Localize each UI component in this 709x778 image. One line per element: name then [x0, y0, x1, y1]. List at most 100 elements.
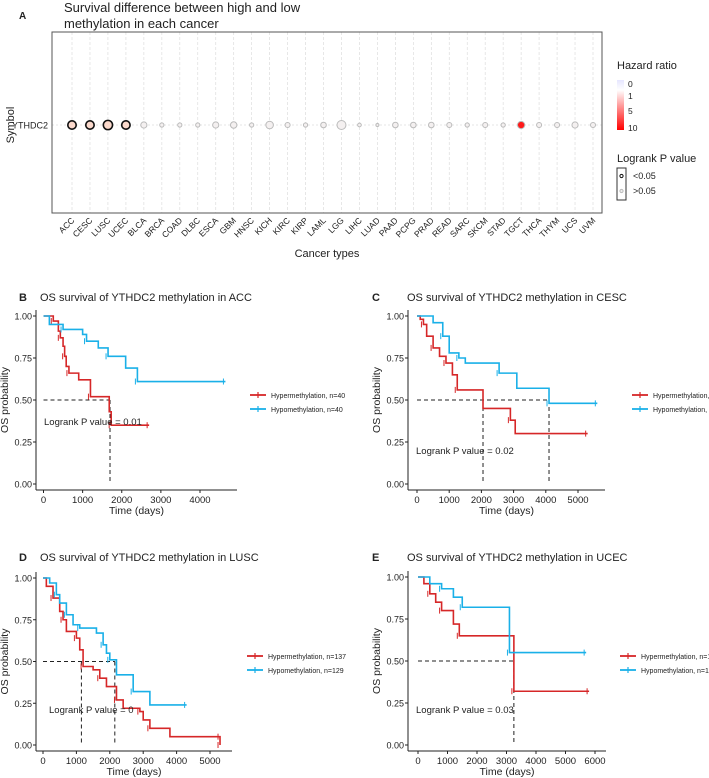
legend-label: Hypomethylation, n=40 — [271, 407, 343, 414]
y-tick-label: 0.75 — [14, 615, 32, 625]
survival-curve-hyper — [417, 315, 588, 435]
y-tick-label: 0.50 — [14, 396, 32, 406]
y-tick-label: 0.25 — [386, 438, 404, 448]
x-tick-label: LGG — [326, 215, 346, 235]
data-point-tgct — [516, 120, 526, 130]
y-tick-label: 1.00 — [386, 312, 404, 322]
x-tick-label: COAD — [160, 215, 184, 239]
data-point-lusc — [102, 119, 114, 131]
data-point-esca — [212, 121, 220, 129]
data-point-dlbc — [195, 122, 201, 128]
data-point-paad — [392, 121, 399, 129]
data-point-kirc — [284, 121, 291, 129]
x-tick-label: 1000 — [437, 756, 458, 767]
data-point-thca — [536, 121, 543, 129]
y-tick-label: 0.75 — [386, 615, 404, 625]
x-tick-label: 3000 — [150, 495, 171, 506]
logrank-annotation: Logrank P value = 0.03 — [416, 705, 514, 716]
x-axis-label: Time (days) — [106, 766, 161, 778]
x-tick-label: 0 — [40, 756, 45, 767]
data-point-laml — [320, 121, 327, 129]
data-point-hnsc — [249, 122, 255, 128]
y-tick-label: 0.50 — [14, 657, 32, 667]
legend-label: Hypomethylation, n=191 — [641, 668, 709, 675]
y-tick-label: 0.00 — [14, 741, 32, 751]
data-point-ucec — [120, 120, 131, 131]
x-tick-label: ESCA — [197, 215, 221, 239]
y-tick-label: 0.00 — [386, 741, 404, 751]
x-tick-label: 3000 — [503, 495, 524, 506]
x-tick-label: 4000 — [525, 756, 546, 767]
y-tick-label: 0.75 — [14, 354, 32, 364]
y-axis-label: OS probability — [371, 627, 383, 694]
y-tick-label: 0.00 — [386, 480, 404, 490]
x-tick-label: 2000 — [111, 495, 132, 506]
x-tick-label: UCEC — [106, 215, 130, 239]
x-axis-label: Time (days) — [109, 505, 164, 517]
survival-curve-hypo — [418, 576, 587, 654]
data-point-blca — [140, 121, 148, 129]
color-bar-tick: 10 — [628, 123, 638, 133]
x-tick-label: 2000 — [466, 756, 487, 767]
y-tick-label: 0.50 — [386, 396, 404, 406]
y-axis-label: Symbol — [5, 107, 17, 144]
chart-title: OS survival of YTHDC2 methylation in ACC — [40, 292, 252, 304]
x-tick-label: TGCT — [502, 215, 525, 238]
data-point-lgg — [336, 120, 347, 130]
panel-label: C — [372, 292, 380, 304]
legend-label: Hypomethylation, n=129 — [268, 668, 344, 675]
data-point-brca — [159, 122, 165, 128]
x-axis-label: Time (days) — [479, 766, 534, 778]
data-point-lihc — [357, 122, 362, 128]
chart-title: OS survival of YTHDC2 methylation in CES… — [407, 292, 627, 304]
y-tick-label: 1.00 — [14, 312, 32, 322]
plot-border — [51, 31, 603, 214]
legend-label: >0.05 — [633, 186, 656, 196]
x-tick-label: 3000 — [496, 756, 517, 767]
panel-label: D — [19, 552, 27, 564]
x-tick-label: 6000 — [584, 756, 605, 767]
x-tick-label: 3000 — [133, 756, 154, 767]
data-point-skcm — [482, 121, 489, 129]
logrank-annotation: Logrank P value = 0 — [49, 705, 134, 716]
x-tick-label: 4000 — [189, 495, 210, 506]
x-tick-label: KIRC — [271, 215, 292, 236]
x-axis-label: Time (days) — [479, 505, 534, 517]
legend-label: <0.05 — [633, 171, 656, 181]
data-point-uvm — [589, 121, 597, 129]
y-tick-label: 0.75 — [386, 354, 404, 364]
x-tick-label: 4000 — [535, 495, 556, 506]
panel-label: E — [372, 552, 379, 564]
legend-key-nonsig — [619, 188, 624, 194]
survival-curve-hypo — [417, 315, 598, 405]
x-tick-label: SKCM — [465, 215, 489, 239]
chart-title: OS survival of YTHDC2 methylation in UCE… — [407, 552, 628, 564]
x-tick-label: 1000 — [72, 495, 93, 506]
data-point-read — [446, 121, 453, 129]
legend-title: Hazard ratio — [617, 60, 677, 72]
data-point-cesc — [84, 120, 95, 131]
legend-label: Hypermethylation, n=192 — [641, 654, 709, 661]
x-tick-label: LAML — [305, 215, 328, 238]
data-point-prad — [428, 121, 435, 129]
x-tick-label: LUAD — [359, 215, 382, 238]
x-tick-label: 5000 — [555, 756, 576, 767]
y-tick-label: 0.25 — [14, 699, 32, 709]
data-point-coad — [177, 122, 183, 128]
data-point-thym — [554, 121, 561, 129]
logrank-annotation: Logrank P value = 0.02 — [416, 446, 514, 457]
y-tick-label: 0.00 — [14, 480, 32, 490]
y-axis-label: OS probability — [0, 366, 11, 433]
legend-label: Hypomethylation, n=109 — [653, 407, 709, 414]
y-axis-label: OS probability — [0, 628, 11, 695]
chart-title: Survival difference between high and low — [64, 0, 301, 15]
x-tick-label: KICH — [253, 215, 274, 236]
survival-curve-hyper — [43, 315, 150, 426]
y-tick-label: 0.50 — [386, 657, 404, 667]
panel-label: B — [19, 292, 27, 304]
x-tick-label: 0 — [41, 495, 46, 506]
data-point-gbm — [229, 121, 238, 129]
legend-box — [616, 167, 627, 201]
